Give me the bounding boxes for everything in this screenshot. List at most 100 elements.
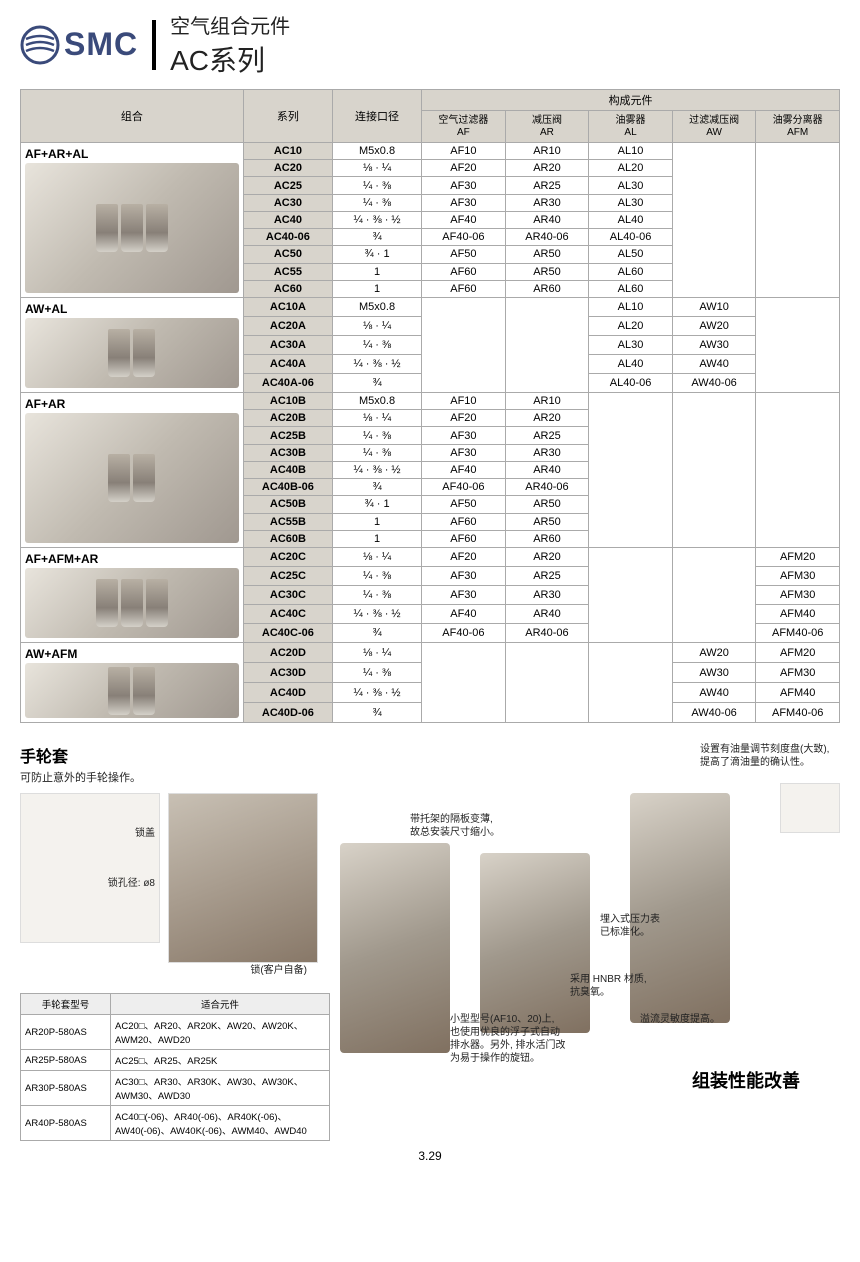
port-cell: ¼ · ⅜ · ½ [332, 605, 421, 624]
comp-cell: AL30 [589, 177, 673, 194]
comp-cell: AR30 [505, 586, 589, 605]
port-cell: ⅛ · ¼ [332, 317, 421, 336]
hw-th-compat: 适合元件 [111, 994, 330, 1015]
comp-cell: AL20 [589, 317, 673, 336]
series-cell: AC55B [243, 513, 332, 530]
series-cell: AC30A [243, 336, 332, 355]
hw-row: AR40P-580ASAC40□(-06)、AR40(-06)、AR40K(-0… [21, 1106, 330, 1141]
logo-mark-icon [20, 25, 60, 65]
port-cell: ¼ · ⅜ [332, 336, 421, 355]
comp-cell: AR50 [505, 513, 589, 530]
comp-cell: AR20 [505, 160, 589, 177]
port-cell: ¾ · 1 [332, 246, 421, 263]
comp-cell: AF40 [422, 605, 506, 624]
series-cell: AC10B [243, 393, 332, 410]
comp-cell: AL10 [589, 143, 673, 160]
combo-image-icon [25, 663, 239, 718]
comp-cell: AR20 [505, 410, 589, 427]
note-bracket: 带托架的隔板变薄, 故总安装尺寸缩小。 [410, 813, 550, 839]
series-cell: AC30D [243, 663, 332, 683]
hw-row: AR20P-580ASAC20□、AR20、AR20K、AW20、AW20K、A… [21, 1015, 330, 1050]
comp-cell: AR30 [505, 444, 589, 461]
comp-cell: AW40-06 [672, 703, 756, 723]
hw-model: AR30P-580AS [21, 1071, 111, 1106]
comp-cell: AFM30 [756, 567, 840, 586]
port-cell: ⅛ · ¼ [332, 548, 421, 567]
page-number: 3.29 [20, 1149, 840, 1163]
comp-cell-empty [756, 393, 840, 548]
title-block: 空气组合元件 AC系列 [170, 10, 290, 79]
comp-cell: AF20 [422, 160, 506, 177]
comp-cell: AL10 [589, 298, 673, 317]
label-hole: 锁孔径: ø8 [108, 874, 155, 889]
note-relief: 溢流灵敏度提高。 [640, 1013, 720, 1026]
combo-image-icon [25, 318, 239, 388]
title-series: AC系列 [170, 39, 290, 79]
comp-cell: AF60 [422, 280, 506, 297]
comp-cell: AL20 [589, 160, 673, 177]
comp-cell: AW10 [672, 298, 756, 317]
th-series: 系列 [243, 90, 332, 143]
comp-cell: AL40 [589, 355, 673, 374]
comp-cell-empty [756, 298, 840, 393]
port-cell: 1 [332, 513, 421, 530]
series-cell: AC30B [243, 444, 332, 461]
comp-cell-empty [422, 298, 506, 393]
th-afm: 油雾分离器AFM [756, 111, 840, 143]
comp-cell: AF30 [422, 177, 506, 194]
hw-row: AR25P-580ASAC25□、AR25、AR25K [21, 1050, 330, 1071]
comp-cell: AFM40-06 [756, 624, 840, 643]
table-row: AF+ARAC10BM5x0.8AF10AR10 [21, 393, 840, 410]
comp-cell: AR40-06 [505, 229, 589, 246]
comp-cell: AW30 [672, 336, 756, 355]
port-cell: ¼ · ⅜ [332, 586, 421, 605]
hw-model: AR20P-580AS [21, 1015, 111, 1050]
port-cell: ¾ · 1 [332, 496, 421, 513]
comp-cell: AFM40-06 [756, 703, 840, 723]
th-port: 连接口径 [332, 90, 421, 143]
comp-cell: AFM40 [756, 683, 840, 703]
comp-cell: AF10 [422, 393, 506, 410]
comp-cell: AF20 [422, 548, 506, 567]
comp-cell: AF40-06 [422, 229, 506, 246]
series-cell: AC25C [243, 567, 332, 586]
spec-table: 组合系列连接口径构成元件空气过滤器AF减压阀AR油雾器AL过滤减压阀AW油雾分离… [20, 89, 840, 723]
series-cell: AC60B [243, 530, 332, 547]
combo-label: AW+AL [25, 302, 239, 316]
logo-text: SMC [64, 26, 138, 63]
performance-title: 组装性能改善 [692, 1067, 800, 1093]
port-cell: 1 [332, 263, 421, 280]
port-cell: ¾ [332, 374, 421, 393]
port-cell: ⅛ · ¼ [332, 160, 421, 177]
combo-image-icon [25, 163, 239, 293]
comp-cell: AFM20 [756, 548, 840, 567]
note-hnbr: 采用 HNBR 材质, 抗臭氧。 [570, 973, 680, 999]
port-cell: ¼ · ⅜ [332, 194, 421, 211]
combo-label: AF+AFM+AR [25, 552, 239, 566]
combo-cell: AW+AL [21, 298, 244, 393]
comp-cell-empty [505, 643, 589, 723]
comp-cell: AL40 [589, 211, 673, 228]
comp-cell-empty [589, 643, 673, 723]
header-divider [152, 20, 156, 70]
comp-cell: AF40-06 [422, 479, 506, 496]
port-cell: ¼ · ⅜ [332, 177, 421, 194]
hw-row: AR30P-580ASAC30□、AR30、AR30K、AW30、AW30K、A… [21, 1071, 330, 1106]
note-oil-dial: 设置有油量调节刻度盘(大致), 提高了滴油量的确认性。 [700, 743, 840, 769]
comp-cell: AR20 [505, 548, 589, 567]
port-cell: M5x0.8 [332, 298, 421, 317]
comp-cell-empty [589, 393, 673, 548]
series-cell: AC10A [243, 298, 332, 317]
series-cell: AC20 [243, 160, 332, 177]
th-aw: 过滤减压阀AW [672, 111, 756, 143]
handwheel-photo-icon: 锁(客户自备) [168, 793, 318, 963]
comp-cell: AF10 [422, 143, 506, 160]
series-cell: AC40C [243, 605, 332, 624]
port-cell: 1 [332, 530, 421, 547]
port-cell: ¼ · ⅜ [332, 663, 421, 683]
hw-compat: AC40□(-06)、AR40(-06)、AR40K(-06)、AW40(-06… [111, 1106, 330, 1141]
series-cell: AC40B [243, 461, 332, 478]
hw-compat: AC25□、AR25、AR25K [111, 1050, 330, 1071]
th-af: 空气过滤器AF [422, 111, 506, 143]
comp-cell: AR50 [505, 496, 589, 513]
